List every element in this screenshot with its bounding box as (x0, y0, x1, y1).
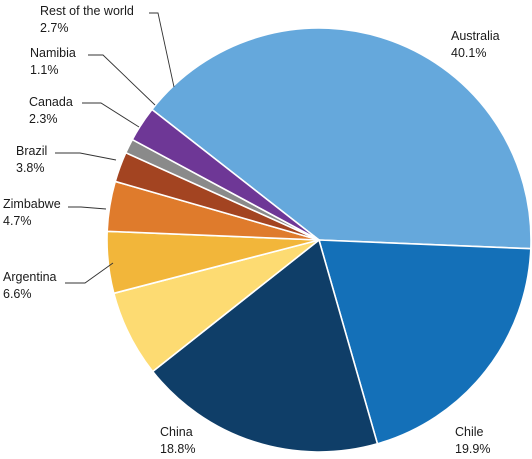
slice-label-brazil: Brazil (16, 144, 47, 158)
slice-label-china: China (160, 425, 193, 439)
slice-value-canada: 2.3% (29, 112, 58, 126)
leader-lines (55, 12, 175, 284)
slice-value-australia: 40.1% (451, 46, 486, 60)
slice-value-namibia: 1.1% (30, 63, 59, 77)
slice-value-china: 18.8% (160, 442, 195, 456)
slice-value-argentina: 6.6% (3, 287, 32, 301)
leader-line-argentina (65, 262, 114, 284)
slice-label-canada: Canada (29, 95, 73, 109)
slice-label-zimbabwe: Zimbabwe (3, 197, 61, 211)
slice-label-australia: Australia (451, 29, 500, 43)
leader-line-namibia (88, 54, 156, 106)
leader-line-zimbabwe (68, 206, 107, 210)
slice-label-chile: Chile (455, 425, 484, 439)
pie-slice-chile (318, 239, 532, 445)
pie-slice-rest-of-the-world (131, 108, 320, 241)
slice-value-chile: 19.9% (455, 442, 490, 456)
slice-labels: Australia 40.1% Chile 19.9% China 18.8% Argent… (3, 4, 500, 456)
slice-label-namibia: Namibia (30, 46, 76, 60)
leader-line-brazil (55, 152, 117, 161)
slice-value-brazil: 3.8% (16, 161, 45, 175)
leader-line-canada (82, 102, 140, 128)
slice-label-rest-of-the-world: Rest of the world (40, 4, 134, 18)
leader-line-rest-of-the-world (149, 12, 175, 88)
slice-label-argentina: Argentina (3, 270, 57, 284)
pie-slice-china (151, 239, 379, 453)
pie-slices (106, 27, 532, 453)
slice-value-rest-of-the-world: 2.7% (40, 21, 69, 35)
pie-slice-australia (151, 27, 532, 250)
slice-value-zimbabwe: 4.7% (3, 214, 32, 228)
